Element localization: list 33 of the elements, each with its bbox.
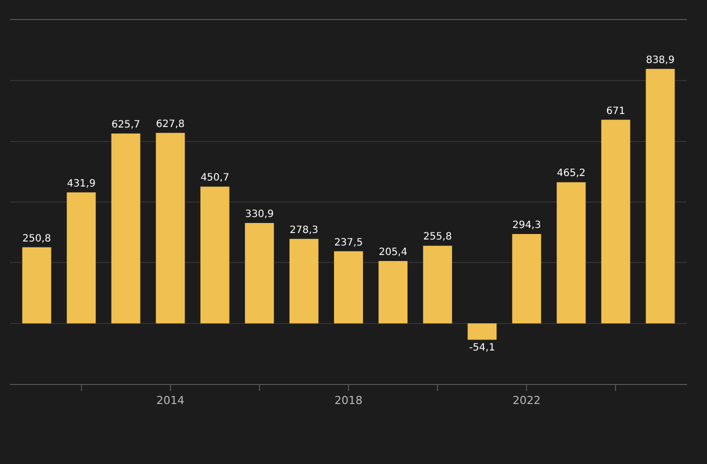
data-label: 450,7 — [200, 172, 230, 184]
data-label: 278,3 — [290, 224, 318, 236]
bar — [334, 251, 363, 324]
data-label: 465,2 — [556, 168, 586, 180]
bar — [22, 247, 52, 324]
bar — [512, 234, 542, 324]
bar — [601, 120, 630, 324]
x-tick-label: 2022 — [512, 394, 541, 408]
data-label: 250,8 — [22, 233, 52, 244]
bar — [289, 238, 318, 324]
x-tick-label: 2018 — [334, 394, 362, 408]
bar — [66, 192, 96, 324]
bar — [111, 134, 140, 324]
bar — [156, 132, 185, 324]
data-label: 205,4 — [378, 247, 408, 258]
data-label: 237,5 — [334, 237, 363, 248]
data-label: 838,9 — [646, 54, 675, 66]
bar — [556, 182, 586, 324]
data-label: 330,9 — [245, 208, 274, 220]
bar — [244, 222, 274, 324]
x-tick-label: 2014 — [156, 394, 184, 408]
data-label: 625,7 — [111, 120, 140, 131]
bar — [646, 68, 675, 324]
data-label: 431,9 — [66, 178, 96, 190]
data-label: 255,8 — [423, 232, 452, 243]
data-label: -54,1 — [469, 342, 496, 354]
bar — [200, 186, 230, 324]
data-label: 294,3 — [512, 220, 541, 232]
bar — [423, 246, 452, 324]
data-label: 627,8 — [156, 118, 185, 130]
bar — [378, 261, 408, 324]
bar — [468, 323, 497, 340]
data-label: 671 — [606, 106, 626, 117]
